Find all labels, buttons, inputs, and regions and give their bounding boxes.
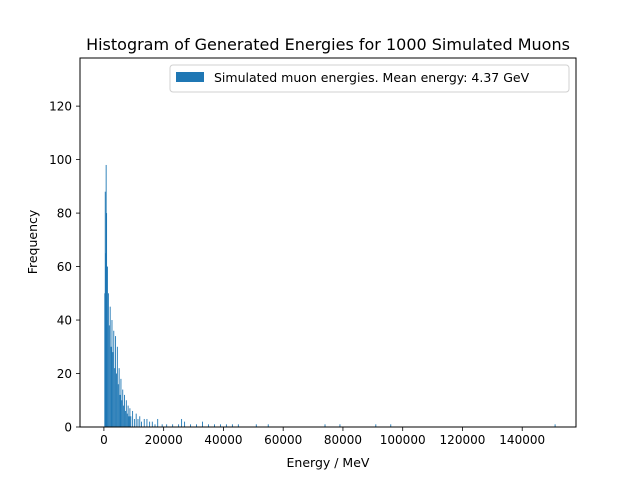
histogram-bar: [118, 368, 120, 427]
histogram-bar: [208, 424, 209, 427]
histogram-bar: [114, 368, 116, 427]
legend-swatch: [176, 72, 204, 82]
histogram-bar: [181, 418, 183, 427]
histogram-bar: [112, 352, 114, 427]
histogram-bar: [120, 378, 122, 427]
histogram-bar: [121, 400, 123, 427]
histogram-bar: [115, 336, 117, 427]
histogram-bar: [123, 405, 125, 427]
x-tick-label: 40000: [204, 433, 242, 447]
histogram-bar: [157, 418, 159, 427]
legend: Simulated muon energies. Mean energy: 4.…: [169, 64, 570, 93]
x-tick-label: 60000: [264, 433, 302, 447]
histogram-bar: [128, 416, 130, 427]
histogram-bar: [149, 421, 151, 427]
histogram-bar: [219, 424, 221, 427]
histogram-bar: [130, 416, 132, 427]
histogram-bar: [119, 394, 121, 427]
histogram-bar: [267, 424, 269, 427]
histogram-bar: [110, 346, 112, 427]
legend-label: Simulated muon energies. Mean energy: 4.…: [214, 70, 530, 85]
histogram-bar: [324, 424, 326, 427]
histogram-bar: [141, 421, 142, 427]
y-tick-label: 60: [57, 260, 72, 274]
histogram-bar: [113, 330, 115, 427]
histogram-bar: [202, 421, 203, 427]
histogram-bar: [151, 421, 153, 427]
y-tick-label: 0: [64, 421, 72, 435]
x-tick-label: 20000: [145, 433, 183, 447]
y-axis: 0 20 40 60 80 100 120: [49, 100, 80, 435]
legend-box: [169, 64, 570, 93]
histogram-bar: [109, 306, 111, 427]
x-tick-label: 80000: [324, 433, 362, 447]
histogram-bar: [122, 389, 124, 427]
y-tick-label: 100: [49, 153, 72, 167]
histogram-bar: [107, 266, 108, 427]
histogram-bar: [161, 424, 163, 427]
histogram-bar: [375, 424, 377, 427]
histogram-bar: [107, 293, 109, 427]
histogram-bar: [106, 320, 108, 427]
histogram-bar: [255, 424, 257, 427]
histogram-bar: [339, 424, 341, 427]
histogram-bar: [111, 320, 113, 427]
histogram-bar: [172, 424, 174, 427]
y-axis-label: Frequency: [25, 209, 40, 274]
histogram-bar: [108, 325, 110, 427]
chart-title: Histogram of Generated Energies for 1000…: [86, 35, 570, 54]
histogram-bar: [190, 424, 192, 427]
histogram-bar: [126, 413, 128, 427]
y-tick-label: 40: [57, 314, 72, 328]
x-tick-label: 0: [100, 433, 108, 447]
histogram-bar: [390, 424, 392, 427]
histogram-bar: [124, 410, 126, 427]
y-tick-label: 80: [57, 207, 72, 221]
histogram-bar: [129, 408, 131, 427]
histogram-bar: [116, 346, 118, 427]
histogram-bar: [124, 394, 125, 427]
histogram-bar: [137, 418, 139, 427]
histogram-bar: [237, 424, 239, 427]
histogram-bar: [231, 424, 233, 427]
y-tick-label: 20: [57, 367, 72, 381]
histogram-bar: [184, 421, 186, 427]
histogram-bar: [127, 405, 129, 427]
histogram-bar: [178, 424, 180, 427]
histogram-bar: [196, 424, 197, 427]
histogram-bar: [225, 424, 227, 427]
x-axis-label: Energy / MeV: [287, 455, 370, 470]
histogram-bar: [125, 400, 127, 427]
histogram-bar: [116, 373, 117, 427]
histogram-bar: [146, 418, 148, 427]
histogram-bar: [133, 418, 135, 427]
histogram-bar: [143, 418, 145, 427]
x-tick-label: 100000: [380, 433, 426, 447]
histogram-bar: [117, 384, 119, 427]
x-tick-label: 120000: [440, 433, 486, 447]
histogram-bar: [214, 424, 215, 427]
histogram-bar: [554, 424, 556, 427]
y-tick-label: 120: [49, 100, 72, 114]
x-axis: 0 20000 40000 60000 80000 100000 120000 140000: [100, 427, 545, 447]
histogram-bars: [104, 164, 556, 427]
histogram-bar: [154, 424, 156, 427]
histogram-bar: [139, 416, 141, 427]
histogram-bar: [166, 424, 168, 427]
x-tick-label: 140000: [499, 433, 545, 447]
histogram-bar: [135, 413, 137, 427]
histogram-bar: [132, 410, 134, 427]
plot-frame: [79, 57, 577, 428]
